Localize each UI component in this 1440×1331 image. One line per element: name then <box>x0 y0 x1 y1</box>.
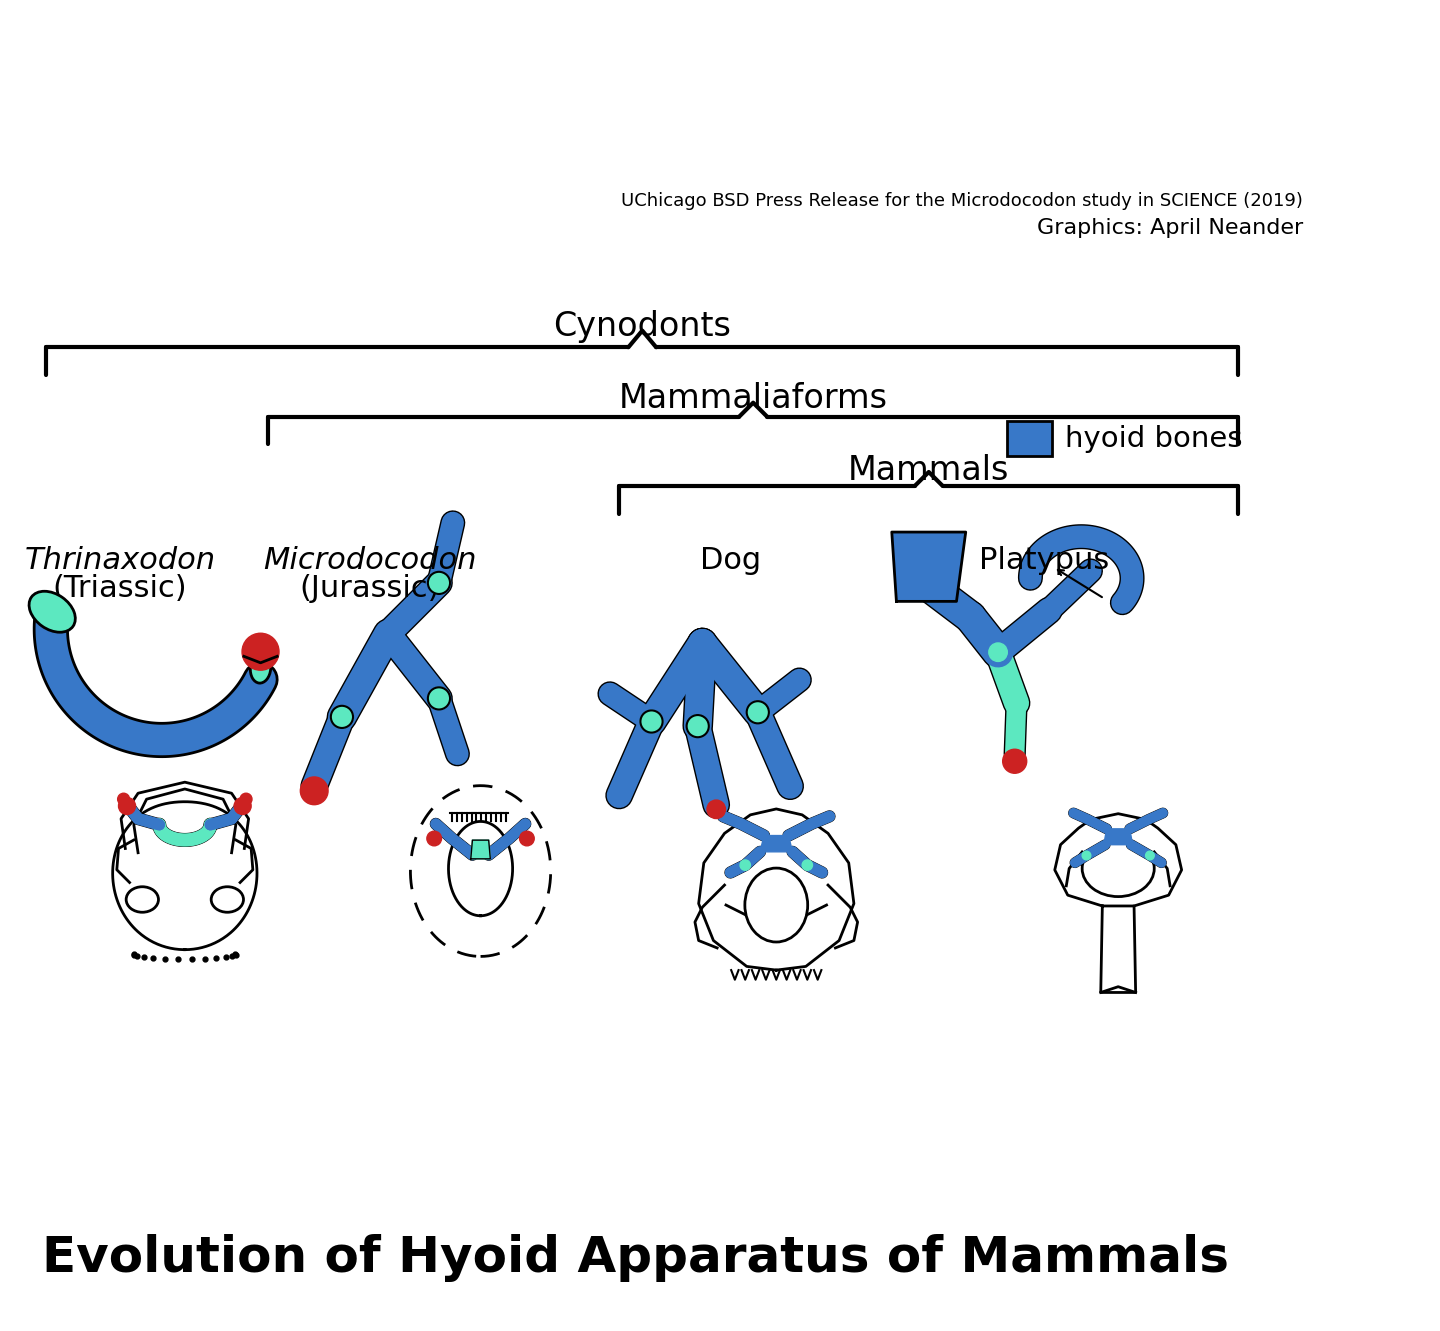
Circle shape <box>428 687 451 709</box>
Polygon shape <box>760 836 792 852</box>
Polygon shape <box>1104 829 1133 845</box>
Circle shape <box>118 793 130 805</box>
Circle shape <box>242 634 279 671</box>
Ellipse shape <box>29 591 75 632</box>
Circle shape <box>235 797 251 815</box>
Circle shape <box>802 860 812 870</box>
Text: (Jurassic): (Jurassic) <box>300 574 439 603</box>
Circle shape <box>428 572 451 594</box>
Circle shape <box>707 800 726 819</box>
Circle shape <box>1146 852 1155 860</box>
Circle shape <box>520 831 534 845</box>
Text: Cynodonts: Cynodonts <box>553 310 732 343</box>
Text: Microdocodon: Microdocodon <box>264 546 477 575</box>
Circle shape <box>1002 749 1027 773</box>
Text: Evolution of Hyoid Apparatus of Mammals: Evolution of Hyoid Apparatus of Mammals <box>42 1234 1228 1282</box>
Polygon shape <box>891 532 966 602</box>
Circle shape <box>301 777 328 805</box>
Text: Dog: Dog <box>700 546 760 575</box>
Circle shape <box>989 643 1008 662</box>
Text: Platypus: Platypus <box>979 546 1109 575</box>
Circle shape <box>118 797 135 815</box>
Text: hyoid bones: hyoid bones <box>1064 425 1243 453</box>
Text: Mammals: Mammals <box>848 454 1009 487</box>
FancyBboxPatch shape <box>1008 421 1051 457</box>
Circle shape <box>240 793 252 805</box>
Circle shape <box>687 715 708 737</box>
Text: (Triassic): (Triassic) <box>53 574 187 603</box>
Circle shape <box>747 701 769 723</box>
Text: UChicago BSD Press Release for the Microdocodon study in SCIENCE (2019): UChicago BSD Press Release for the Micro… <box>621 192 1303 210</box>
Circle shape <box>426 831 442 845</box>
Circle shape <box>740 860 750 870</box>
Text: Thrinaxodon: Thrinaxodon <box>24 546 216 575</box>
Text: Graphics: April Neander: Graphics: April Neander <box>1037 218 1303 238</box>
Circle shape <box>331 705 353 728</box>
Circle shape <box>641 711 662 732</box>
Circle shape <box>1081 852 1092 860</box>
Text: Mammaliaforms: Mammaliaforms <box>619 382 887 415</box>
Ellipse shape <box>251 654 271 683</box>
Polygon shape <box>471 840 490 858</box>
